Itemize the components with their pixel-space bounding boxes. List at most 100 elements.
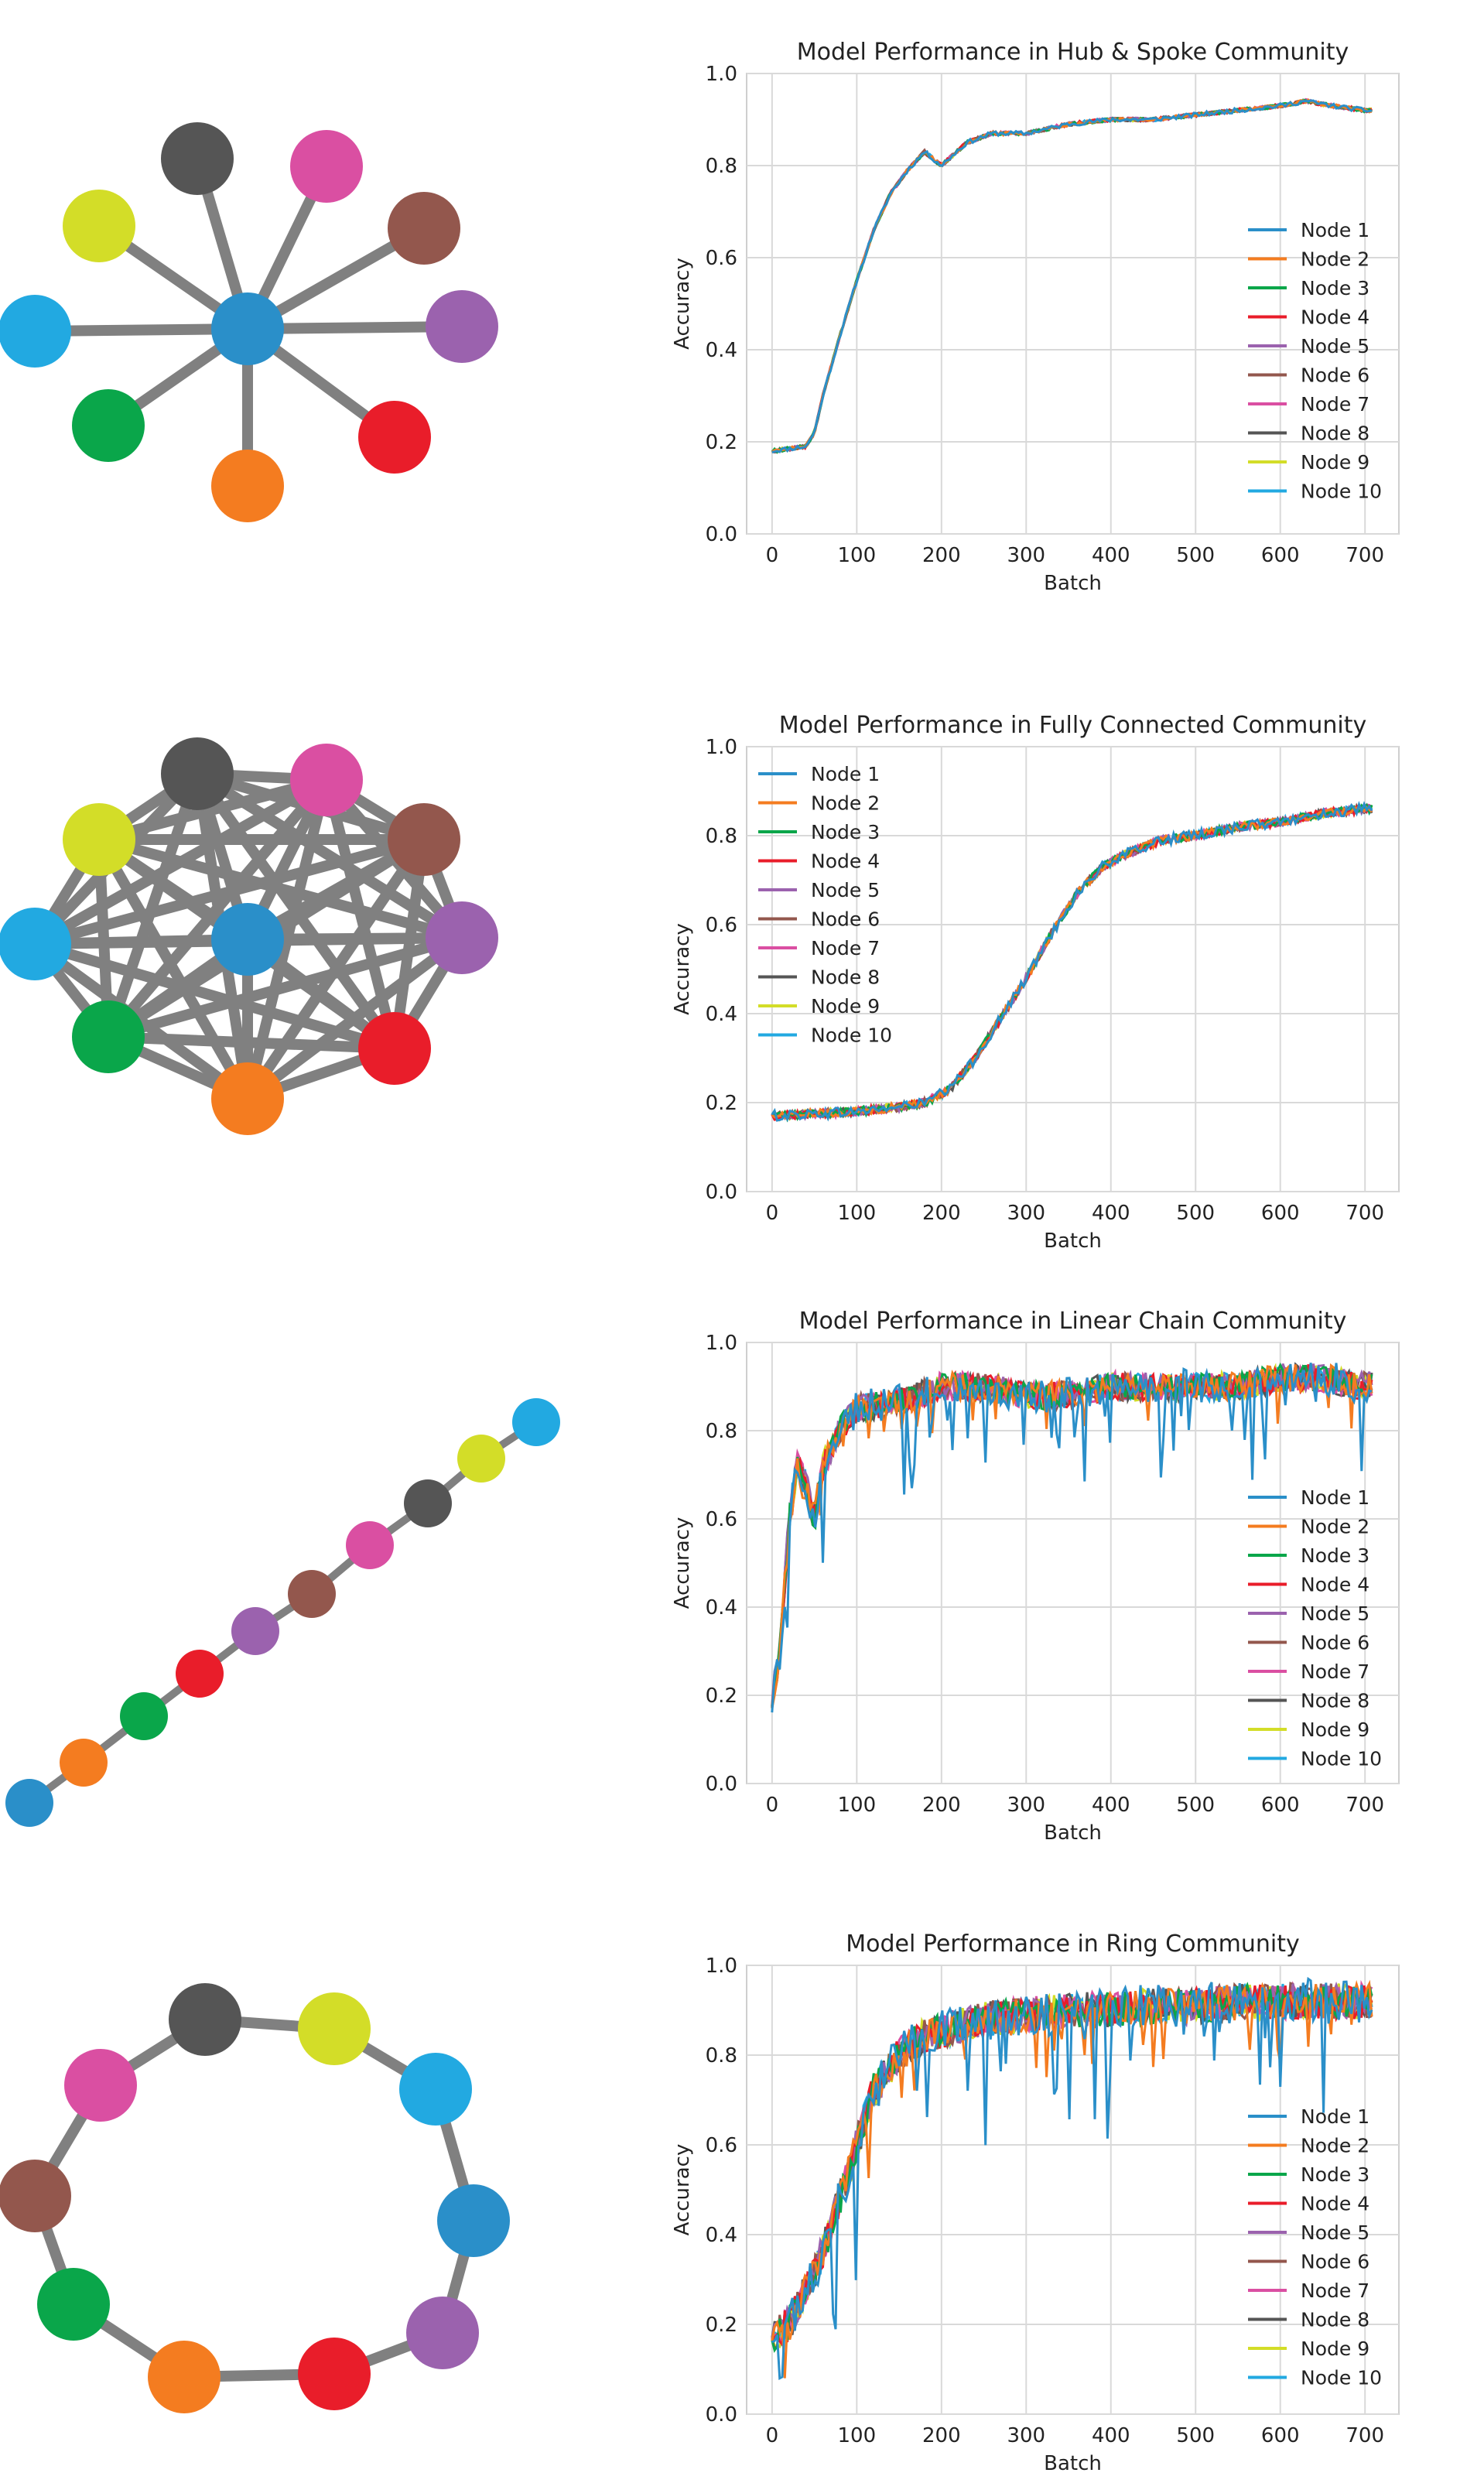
legend-entry: Node 3: [1301, 1544, 1369, 1567]
x-tick-label: 100: [838, 1794, 877, 1817]
x-tick-label: 700: [1346, 1794, 1384, 1817]
graph-node-6: [388, 803, 460, 876]
graph-node-3: [37, 2268, 110, 2341]
graph-node-2: [148, 2341, 221, 2413]
y-tick-label: 0.2: [706, 1092, 737, 1115]
graph-node-1: [437, 2184, 510, 2257]
y-tick-label: 1.0: [706, 63, 737, 86]
graph-node-6: [388, 192, 460, 265]
x-tick-label: 300: [1007, 544, 1045, 567]
chart-2: 0.0 0.2 0.4 0.6 0.8 1.0 0 100 200 300 400 500 600 700…: [671, 712, 1400, 1253]
legend-entry: Node 7: [811, 937, 880, 959]
graph-node-8: [161, 737, 234, 810]
y-tick-label: 0.8: [706, 825, 737, 848]
legend-entry: Node 8: [1301, 422, 1369, 445]
x-axis-label: Batch: [1044, 1230, 1102, 1253]
accuracy-charts: 0.0 0.2 0.4 0.6 0.8 1.0 0 100 200 300 400 500 600 700…: [671, 39, 1400, 2475]
y-tick-label: 0.0: [706, 1181, 737, 1204]
x-tick-label: 600: [1261, 2424, 1300, 2447]
x-tick-label: 300: [1007, 2424, 1045, 2447]
legend-entry: Node 10: [811, 1024, 892, 1047]
x-tick-label: 600: [1261, 1794, 1300, 1817]
x-tick-label: 500: [1176, 1794, 1215, 1817]
graph-edge: [94, 834, 467, 943]
legend-entry: Node 4: [1301, 2193, 1369, 2215]
legend: Node 1 Node 2 Node 3 Node 4 Node 5 Node 6 Node…: [758, 763, 892, 1047]
series-line-node-1: [771, 800, 1373, 1123]
x-tick-label: 400: [1092, 1202, 1130, 1225]
x-tick-label: 0: [766, 2424, 779, 2447]
x-tick-label: 200: [922, 1794, 961, 1817]
legend-entry: Node 6: [1301, 2251, 1369, 2273]
x-tick-label: 700: [1346, 2424, 1384, 2447]
graph-node-5: [426, 901, 498, 974]
legend-entry: Node 1: [1301, 1486, 1369, 1509]
graph-node-9: [63, 803, 135, 876]
y-tick-label: 0.8: [706, 1420, 737, 1443]
graph-node-2: [60, 1739, 108, 1787]
graph-edge: [103, 1031, 400, 1054]
legend-entry: Node 3: [1301, 277, 1369, 299]
graph-node-5: [231, 1607, 279, 1655]
x-tick-label: 300: [1007, 1794, 1045, 1817]
y-tick-label: 0.8: [706, 2044, 737, 2067]
legend-entry: Node 9: [1301, 451, 1369, 474]
legend-entry: Node 1: [1301, 219, 1369, 241]
graph-node-1: [5, 1779, 53, 1827]
chart-title: Model Performance in Fully Connected Com…: [779, 712, 1366, 739]
y-tick-label: 0.2: [706, 2314, 737, 2337]
graph-node-2: [211, 1062, 284, 1135]
series-lines: [771, 1976, 1373, 2380]
graph-node-3: [72, 1000, 145, 1073]
legend-entry: Node 7: [1301, 1660, 1369, 1683]
chart-title: Model Performance in Hub & Spoke Communi…: [797, 39, 1349, 66]
graph-node-9: [63, 190, 135, 262]
legend-entry: Node 5: [1301, 335, 1369, 357]
y-tick-label: 0.6: [706, 1508, 737, 1531]
legend-entry: Node 10: [1301, 481, 1382, 503]
legend-entry: Node 6: [811, 908, 880, 931]
legend: Node 1 Node 2 Node 3 Node 4 Node 5 Node 6 Node…: [1248, 1486, 1382, 1770]
y-tick-label: 0.0: [706, 523, 737, 546]
graph-node-9: [457, 1435, 505, 1483]
graph-node-5: [406, 2297, 479, 2369]
legend: Node 1 Node 2 Node 3 Node 4 Node 5 Node 6 Node…: [1248, 2105, 1382, 2389]
x-tick-label: 600: [1261, 1202, 1300, 1225]
x-tick-label: 400: [1092, 2424, 1130, 2447]
x-axis-label: Batch: [1044, 572, 1102, 595]
legend-entry: Node 9: [811, 995, 880, 1017]
legend-entry: Node 9: [1301, 2338, 1369, 2360]
x-tick-label: 500: [1176, 1202, 1215, 1225]
graph-node-6: [0, 2160, 71, 2232]
y-tick-label: 0.2: [706, 431, 737, 454]
chart-3: 0.0 0.2 0.4 0.6 0.8 1.0 0 100 200 300 400 500 600 700…: [671, 1308, 1400, 1845]
series-lines: [771, 97, 1373, 454]
graph-node-4: [298, 2338, 371, 2410]
x-tick-label: 700: [1346, 544, 1384, 567]
legend-entry: Node 2: [811, 792, 880, 815]
y-tick-label: 1.0: [706, 1955, 737, 1978]
legend-entry: Node 4: [811, 850, 880, 873]
x-tick-label: 600: [1261, 544, 1300, 567]
plot-frame: [746, 1965, 1400, 2415]
x-axis-label: Batch: [1044, 2452, 1102, 2475]
y-axis-label: Accuracy: [671, 923, 694, 1015]
x-tick-label: 0: [766, 1202, 779, 1225]
legend-entry: Node 10: [1301, 1748, 1382, 1770]
x-tick-label: 500: [1176, 2424, 1215, 2447]
y-axis-label: Accuracy: [671, 258, 694, 350]
plot-frame: [746, 73, 1400, 535]
legend-entry: Node 4: [1301, 306, 1369, 329]
y-tick-label: 0.0: [706, 1773, 737, 1796]
chart-4: 0.0 0.2 0.4 0.6 0.8 1.0 0 100 200 300 400 500 600 700…: [671, 1931, 1400, 2475]
series-lines: [771, 1362, 1373, 1713]
legend-entry: Node 7: [1301, 393, 1369, 416]
x-tick-label: 200: [922, 2424, 961, 2447]
legend-entry: Node 2: [1301, 2135, 1369, 2157]
y-tick-label: 0.6: [706, 247, 737, 270]
y-axis-label: Accuracy: [671, 2144, 694, 2236]
legend-entry: Node 4: [1301, 1574, 1369, 1596]
legend-entry: Node 8: [1301, 2309, 1369, 2331]
x-tick-label: 400: [1092, 1794, 1130, 1817]
network-hub-spoke: [0, 122, 498, 522]
